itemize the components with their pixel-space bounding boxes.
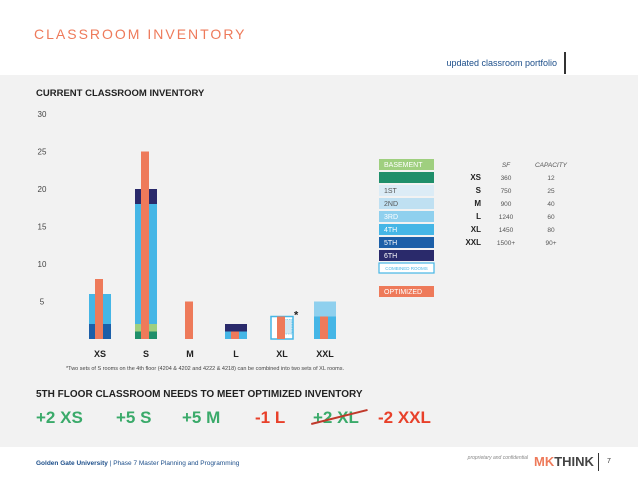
legend-label: 5TH [384, 240, 397, 247]
x-tick-label: L [233, 349, 239, 359]
page-number: 7 [598, 453, 611, 471]
goal-item: +5 M [182, 408, 221, 427]
table-sf-value: 1500+ [497, 240, 515, 247]
optimized-bar-xl [277, 316, 285, 339]
combined-hatch [283, 319, 293, 335]
footnote: *Two sets of S rooms on the 4th floor (4… [66, 366, 345, 372]
legend-label: BASEMENT [384, 162, 423, 169]
legend-swatch-1st [379, 185, 434, 196]
table-capacity-value: 60 [547, 214, 555, 221]
legend-swatch-combined [378, 262, 435, 274]
goal-item: -2 XXL [378, 408, 431, 427]
table-size-label: XL [471, 225, 481, 234]
table-sf-value: 1450 [499, 227, 514, 234]
table-sf-value: 360 [501, 175, 512, 182]
y-tick-label: 5 [40, 298, 45, 307]
legend-label: COMBINED ROOMS [385, 266, 428, 271]
proprietary-note: proprietary and confidential [467, 455, 528, 461]
table-capacity-value: 25 [547, 188, 555, 195]
table-header-capacity: CAPACITY [535, 162, 568, 169]
y-tick-label: 20 [38, 185, 47, 194]
table-size-label: M [474, 199, 481, 208]
optimized-bar-s [141, 151, 149, 339]
table-size-label: XXL [465, 238, 481, 247]
table-capacity-value: 12 [547, 175, 555, 182]
legend-label: 3RD [384, 214, 398, 221]
legend-label: 4TH [384, 227, 397, 234]
chart-title: CURRENT CLASSROOM INVENTORY [36, 88, 205, 99]
x-tick-label: M [186, 349, 194, 359]
legend-label: 6TH [384, 253, 397, 260]
stack-segment-l-6th [225, 324, 247, 332]
x-tick-label: S [143, 349, 149, 359]
optimized-bar-xxl [320, 316, 328, 339]
goals-title: 5TH FLOOR CLASSROOM NEEDS TO MEET OPTIMI… [36, 389, 363, 400]
y-tick-label: 30 [38, 110, 47, 119]
table-capacity-value: 80 [547, 227, 555, 234]
chart-panel [0, 75, 638, 447]
legend-swatch-basement [379, 159, 434, 170]
mkthink-logo: MKTHINK [534, 454, 594, 469]
x-tick-label: XL [276, 349, 288, 359]
table-capacity-value: 90+ [545, 240, 556, 247]
footer-project: Phase 7 Master Planning and Programming [113, 460, 240, 467]
x-tick-label: XXL [316, 349, 334, 359]
legend-label: PLAZA [384, 175, 407, 182]
legend-swatch-6th [379, 250, 434, 261]
page-subtitle: updated classroom portfolio [446, 52, 566, 74]
legend-swatch-2nd [379, 198, 434, 209]
goal-item: -1 L [255, 408, 286, 427]
goal-item: +2 XL [311, 408, 368, 428]
table-sf-value: 1240 [499, 214, 514, 221]
optimized-bar-m [185, 301, 193, 339]
stack-segment-xxl-3rd [314, 301, 336, 317]
y-tick-label: 15 [38, 223, 47, 232]
optimized-bar-l [231, 331, 239, 339]
table-size-label: S [476, 186, 482, 195]
table-sf-value: 750 [501, 188, 512, 195]
goal-item: +2 XS [36, 408, 83, 427]
legend-swatch-4th [379, 224, 434, 235]
legend-label: 1ST [384, 188, 398, 195]
table-size-label: XS [470, 173, 481, 182]
legend-swatch-optimized [379, 286, 434, 297]
footer-org: Golden Gate University | Phase 7 Master … [36, 460, 239, 467]
legend-swatch-3rd [379, 211, 434, 222]
y-tick-label: 25 [38, 148, 47, 157]
legend-label: 2ND [384, 201, 398, 208]
logo-mk: MK [534, 454, 555, 469]
page-title: CLASSROOM INVENTORY [34, 26, 247, 42]
legend-swatch-plaza [379, 172, 434, 183]
xl-asterisk: * [294, 310, 299, 322]
legend-swatch-5th [379, 237, 434, 248]
goal-item: +5 S [116, 408, 152, 427]
table-size-label: L [476, 212, 481, 221]
table-capacity-value: 40 [547, 201, 555, 208]
legend-label: OPTIMIZED [384, 289, 422, 296]
y-tick-label: 10 [38, 260, 47, 269]
footer-org-name: Golden Gate University [36, 460, 108, 467]
table-sf-value: 900 [501, 201, 512, 208]
x-tick-label: XS [94, 349, 106, 359]
optimized-bar-xs [95, 279, 103, 339]
table-header-sf: SF [502, 162, 511, 169]
footer-separator: | [109, 460, 112, 467]
logo-think: THINK [554, 454, 594, 469]
